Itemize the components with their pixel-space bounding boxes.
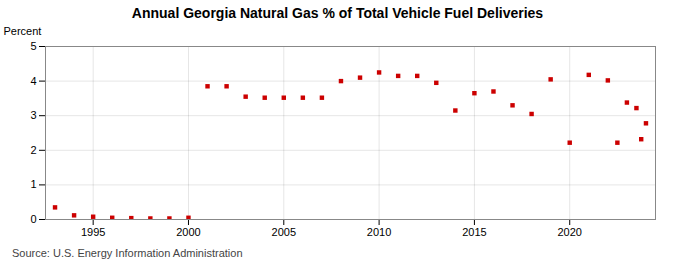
html-text:Annual Georgia Natural Gas % o: Annual Georgia Natural Gas % of Total Ve… <box>131 5 544 21</box>
svg-text:1: 1 <box>30 178 36 190</box>
svg-text:Percent: Percent <box>4 25 42 37</box>
html-text:Source: U.S. Energy Informatio: Source: U.S. Energy Information Administ… <box>12 247 243 259</box>
svg-text:0: 0 <box>30 213 36 225</box>
svg-text:2020: 2020 <box>557 226 581 238</box>
svg-text:2: 2 <box>30 144 36 156</box>
svg-text:2015: 2015 <box>462 226 486 238</box>
svg-text:2000: 2000 <box>176 226 200 238</box>
svg-text:2005: 2005 <box>272 226 296 238</box>
svg-text:5: 5 <box>30 40 36 52</box>
svg-text:3: 3 <box>30 109 36 121</box>
svg-text:4: 4 <box>30 75 36 87</box>
svg-text:1995: 1995 <box>81 226 105 238</box>
svg-text:2010: 2010 <box>367 226 391 238</box>
